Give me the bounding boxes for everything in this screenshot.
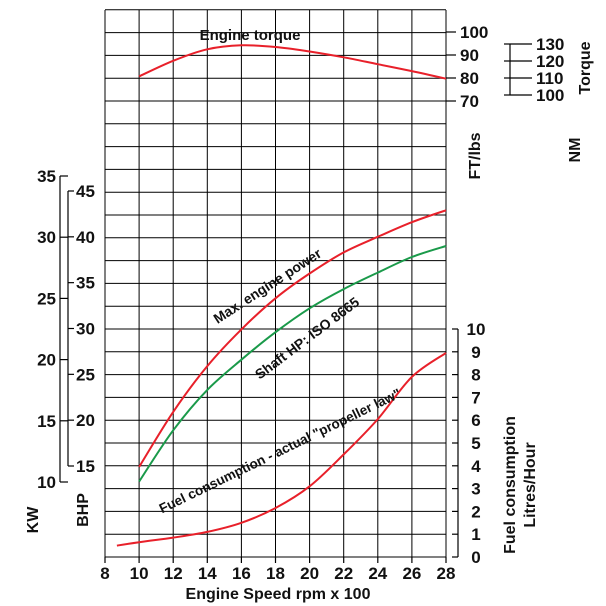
torque-axis-title: Torque (577, 41, 594, 94)
bhp-tick-label: 30 (76, 320, 95, 339)
bhp-axis-title: BHP (75, 493, 92, 527)
nm-tick-label: 120 (536, 52, 564, 71)
fuel-tick-label: 7 (471, 388, 480, 407)
series-label-engine-torque: Engine torque (200, 27, 301, 44)
ftlbs-tick-label: 70 (460, 92, 479, 111)
x-tick-label: 22 (334, 564, 353, 583)
fuel-axis-title-line2: Litres/Hour (522, 442, 539, 527)
nm-tick-label: 110 (536, 69, 563, 88)
series-label-max-engine-power: Max. engine power (210, 245, 324, 327)
series-line-2 (138, 245, 447, 483)
x-tick-label: 18 (266, 564, 285, 583)
x-tick-label: 12 (164, 564, 183, 583)
fuel-tick-label: 9 (471, 343, 480, 362)
series-line-3 (116, 352, 447, 547)
kw-axis-title: KW (25, 506, 42, 534)
series-line-1 (138, 209, 447, 468)
series-line-0 (138, 44, 447, 80)
fuel-tick-label: 2 (471, 502, 480, 521)
bhp-tick-label: 20 (76, 411, 95, 430)
x-tick-label: 8 (100, 564, 109, 583)
kw-tick-label: 25 (37, 289, 56, 308)
fuel-tick-label: 10 (467, 320, 486, 339)
x-tick-label: 20 (300, 564, 319, 583)
kw-tick-label: 30 (37, 228, 56, 247)
kw-tick-label: 15 (37, 412, 56, 431)
kw-tick-label: 35 (37, 167, 56, 186)
chart-axes: 8 10 12 14 16 18 20 22 24 26 281015202530351520253… (37, 23, 584, 583)
x-tick-label: 24 (368, 564, 387, 583)
fuel-tick-label: 1 (471, 525, 480, 544)
bhp-tick-label: 35 (76, 274, 95, 293)
kw-tick-label: 10 (37, 473, 56, 492)
bhp-tick-label: 15 (76, 457, 95, 476)
x-axis-title: Engine Speed rpm x 100 (186, 586, 371, 603)
bhp-tick-label: 40 (76, 228, 95, 247)
kw-tick-label: 20 (37, 351, 56, 370)
x-tick-label: 26 (402, 564, 421, 583)
fuel-tick-label: 6 (471, 411, 480, 430)
nm-axis-label: NM (567, 138, 584, 163)
ftlbs-tick-label: 80 (460, 69, 479, 88)
ftlbs-axis-title: FT/lbs (467, 132, 484, 179)
chart-curves (116, 44, 447, 547)
x-tick-label: 16 (232, 564, 251, 583)
fuel-tick-label: 0 (471, 548, 480, 567)
fuel-axis-title-line1: Fuel consumption (502, 416, 519, 554)
x-tick-label: 28 (437, 564, 456, 583)
nm-tick-label: 100 (536, 86, 564, 105)
x-tick-label: 10 (130, 564, 149, 583)
bhp-tick-label: 45 (76, 182, 95, 201)
x-tick-label: 14 (198, 564, 217, 583)
ftlbs-tick-label: 100 (460, 23, 488, 42)
nm-tick-label: 130 (536, 35, 564, 54)
fuel-tick-label: 3 (471, 480, 480, 499)
fuel-tick-label: 8 (471, 366, 480, 385)
fuel-tick-label: 5 (471, 434, 480, 453)
ftlbs-tick-label: 90 (460, 46, 479, 65)
fuel-tick-label: 4 (471, 457, 481, 476)
bhp-tick-label: 25 (76, 365, 95, 384)
